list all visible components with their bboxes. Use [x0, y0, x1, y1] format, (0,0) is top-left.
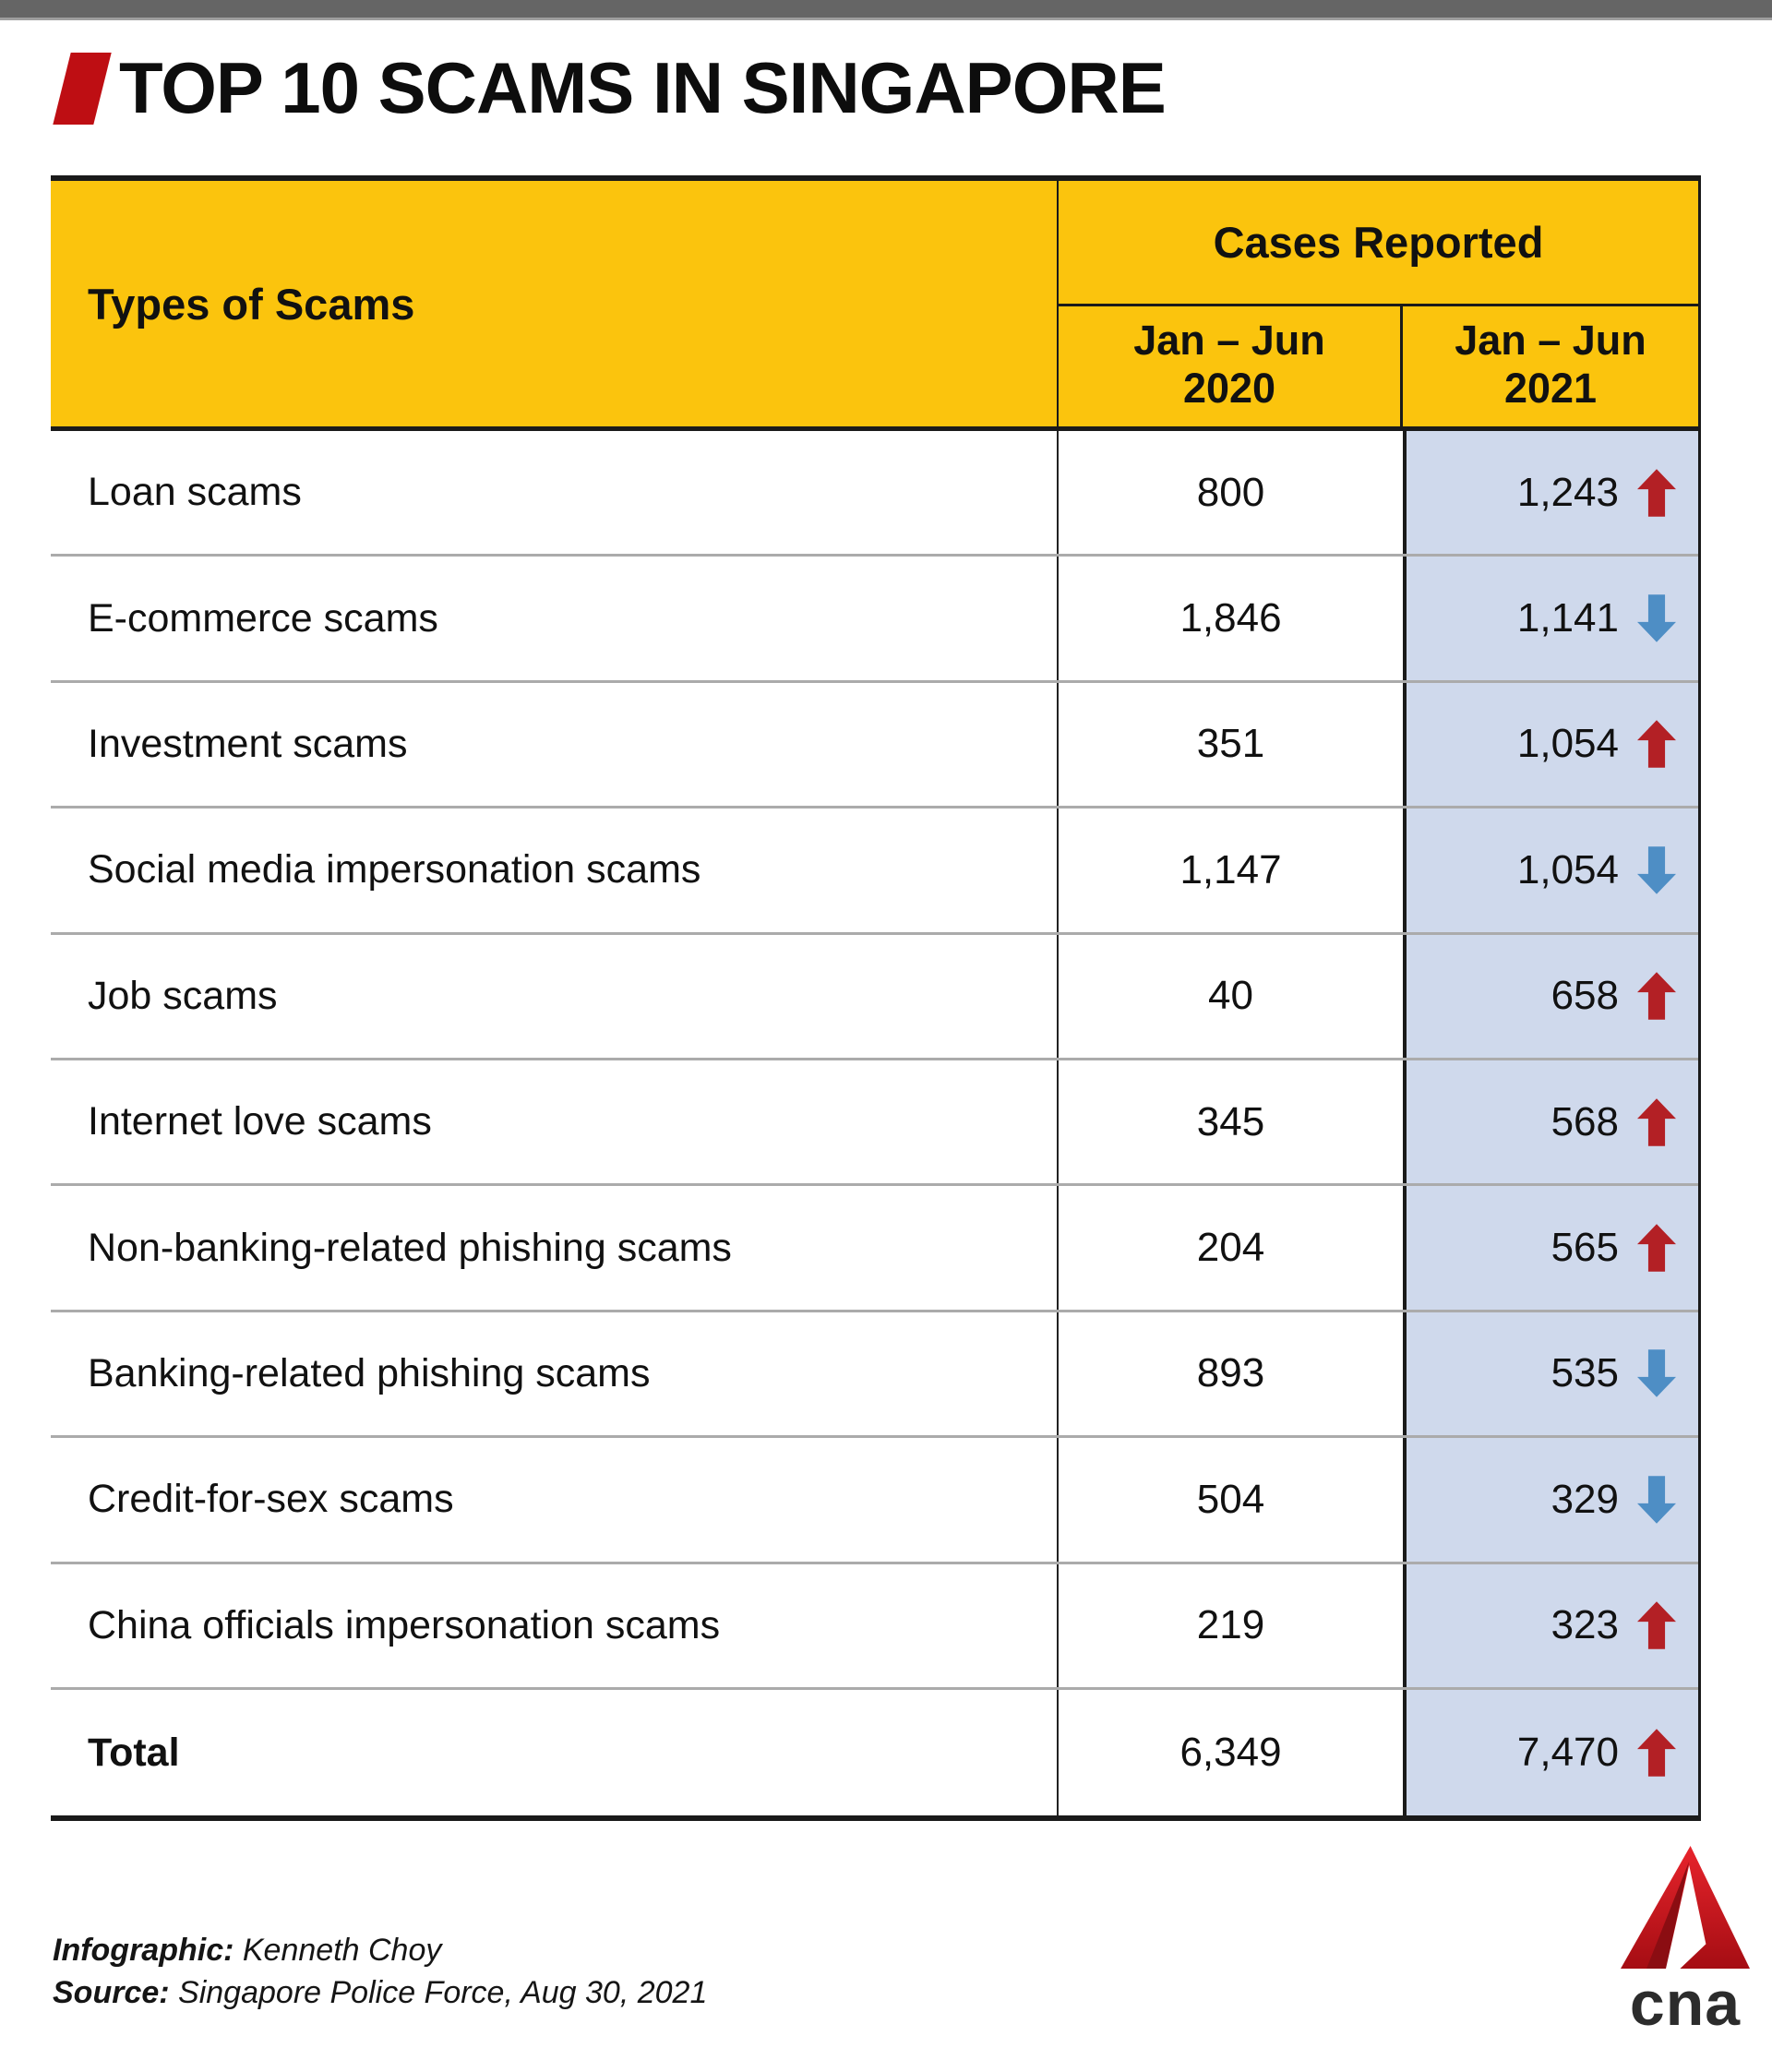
cases-2021-value: 7,470 — [1516, 1730, 1619, 1776]
cna-logo: cna — [1602, 1846, 1768, 2035]
trend-down-icon — [1637, 594, 1676, 642]
cna-wordmark: cna — [1629, 1969, 1742, 2039]
table-row: Internet love scams 345 568 — [51, 1060, 1698, 1187]
red-slash-icon — [53, 52, 112, 125]
scam-type-cell: Job scams — [51, 934, 1059, 1058]
cases-2021-cell: 1,054 — [1403, 808, 1698, 932]
infographic-label: Infographic: — [53, 1933, 234, 1968]
scam-type-cell: Loan scams — [51, 431, 1059, 555]
cases-2021-cell: 535 — [1403, 1311, 1698, 1436]
table-row: Investment scams 351 1,054 — [51, 682, 1698, 809]
scam-type-cell: Total — [51, 1689, 1059, 1816]
column-header-types: Types of Scams — [51, 181, 1059, 426]
cases-2021-value: 568 — [1550, 1098, 1619, 1144]
cases-2021-cell: 565 — [1403, 1186, 1698, 1310]
trend-down-icon — [1637, 1476, 1676, 1524]
cases-2021-value: 1,054 — [1516, 721, 1619, 767]
source-label: Source: — [53, 1975, 170, 2010]
cases-2020-cell: 504 — [1196, 1476, 1265, 1522]
column-group-header-cases-reported: Cases Reported — [1059, 181, 1698, 306]
scam-type-cell: Banking-related phishing scams — [51, 1311, 1059, 1436]
cases-2021-cell: 1,141 — [1403, 557, 1698, 680]
cases-2021-value: 1,243 — [1516, 469, 1619, 515]
table-row: E-commerce scams 1,846 1,141 — [51, 557, 1698, 683]
table-body: Loan scams 800 1,243 E-commerce scams 1,… — [51, 431, 1698, 1816]
cases-2020-cell: 219 — [1196, 1602, 1265, 1648]
scam-type-cell: Social media impersonation scams — [51, 808, 1059, 932]
trend-up-icon — [1637, 1224, 1676, 1272]
table-row: Non-banking-related phishing scams 204 5… — [51, 1186, 1698, 1312]
scam-type-cell: Non-banking-related phishing scams — [51, 1186, 1059, 1310]
trend-down-icon — [1637, 1349, 1676, 1398]
trend-up-icon — [1637, 1601, 1676, 1649]
cases-2021-value: 323 — [1550, 1602, 1619, 1648]
cases-2021-cell: 1,243 — [1403, 431, 1698, 555]
top-gray-bar — [0, 0, 1772, 20]
table-row: Social media impersonation scams 1,147 1… — [51, 808, 1698, 935]
cases-2021-value: 1,054 — [1516, 846, 1619, 892]
source-line: Source: Singapore Police Force, Aug 30, … — [53, 1971, 707, 2014]
cases-2021-cell: 568 — [1403, 1060, 1698, 1184]
trend-up-icon — [1637, 720, 1676, 769]
cases-2020-cell: 40 — [1208, 973, 1253, 1019]
cases-2021-value: 329 — [1550, 1476, 1619, 1522]
table-row: Banking-related phishing scams 893 535 — [51, 1311, 1698, 1439]
cases-2020-cell: 345 — [1196, 1098, 1265, 1144]
footer-credits: Infographic: Kenneth Choy Source: Singap… — [53, 1929, 707, 2014]
table-row: Job scams 40 658 — [51, 934, 1698, 1060]
page-title: TOP 10 SCAMS IN SINGAPORE — [119, 47, 1167, 128]
cases-2021-cell: 1,054 — [1403, 682, 1698, 807]
cases-2020-cell: 6,349 — [1179, 1730, 1282, 1776]
infographic-credit-line: Infographic: Kenneth Choy — [53, 1929, 707, 1971]
cases-2021-value: 658 — [1550, 973, 1619, 1019]
cna-triangle-icon — [1621, 1846, 1750, 1969]
cases-2020-cell: 204 — [1196, 1225, 1265, 1271]
title-block: TOP 10 SCAMS IN SINGAPORE — [53, 46, 1167, 130]
cases-2021-value: 535 — [1550, 1350, 1619, 1396]
cases-2021-value: 1,141 — [1516, 595, 1619, 641]
column-header-2021: Jan – Jun 2021 — [1455, 317, 1646, 412]
table-row: Total 6,349 7,470 — [51, 1689, 1698, 1816]
cases-2021-cell: 323 — [1403, 1563, 1698, 1687]
table-header: Types of Scams Cases Reported Jan – Jun … — [51, 181, 1698, 431]
source-text: Singapore Police Force, Aug 30, 2021 — [169, 1975, 708, 2010]
cases-2021-cell: 7,470 — [1403, 1689, 1698, 1816]
trend-up-icon — [1637, 1729, 1676, 1777]
cases-2020-cell: 1,846 — [1179, 595, 1282, 641]
scam-type-cell: Credit-for-sex scams — [51, 1438, 1059, 1562]
scam-type-cell: Internet love scams — [51, 1060, 1059, 1184]
table-row: China officials impersonation scams 219 … — [51, 1563, 1698, 1690]
table-row: Loan scams 800 1,243 — [51, 431, 1698, 557]
scam-type-cell: E-commerce scams — [51, 557, 1059, 680]
table-row: Credit-for-sex scams 504 329 — [51, 1438, 1698, 1564]
scam-table: Types of Scams Cases Reported Jan – Jun … — [51, 175, 1701, 1822]
trend-up-icon — [1637, 972, 1676, 1021]
cases-2020-cell: 351 — [1196, 721, 1265, 767]
scam-type-cell: Investment scams — [51, 682, 1059, 807]
infographic-credit: Kenneth Choy — [233, 1933, 442, 1968]
cases-2021-cell: 329 — [1403, 1438, 1698, 1562]
scam-type-cell: China officials impersonation scams — [51, 1563, 1059, 1687]
trend-down-icon — [1637, 846, 1676, 894]
cases-2020-cell: 1,147 — [1179, 846, 1282, 892]
cases-2021-cell: 658 — [1403, 934, 1698, 1058]
trend-up-icon — [1637, 468, 1676, 517]
cases-2020-cell: 800 — [1196, 469, 1265, 515]
trend-up-icon — [1637, 1097, 1676, 1146]
column-header-2020: Jan – Jun 2020 — [1059, 306, 1403, 426]
cases-2021-value: 565 — [1550, 1225, 1619, 1271]
cases-2020-cell: 893 — [1196, 1350, 1265, 1396]
